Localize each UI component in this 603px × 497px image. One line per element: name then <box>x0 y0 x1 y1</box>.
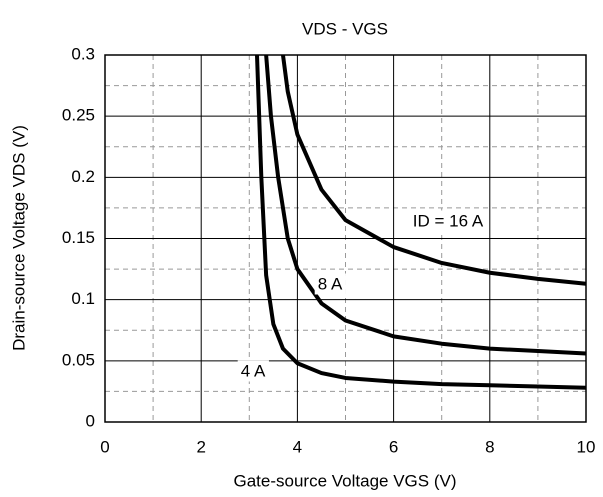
chart-title: VDS - VGS <box>302 19 388 38</box>
plot-frame <box>104 54 587 423</box>
y-tick-label: 0.3 <box>71 44 95 63</box>
x-tick-label: 0 <box>100 437 109 456</box>
y-tick-label: 0.05 <box>62 350 95 369</box>
line-series <box>280 54 587 286</box>
x-tick-label: 8 <box>485 437 494 456</box>
y-tick-label: 0.25 <box>62 106 95 125</box>
x-tick-label: 4 <box>293 437 302 456</box>
y-axis-label: Drain-source Voltage VDS (V) <box>9 125 28 351</box>
label-background <box>314 273 346 295</box>
label-background <box>409 210 487 232</box>
y-tick-label: 0.15 <box>62 228 95 247</box>
line-series <box>264 54 587 356</box>
series-label: ID = 16 A <box>413 211 484 230</box>
x-tick-label: 6 <box>389 437 398 456</box>
y-tick-label: 0.1 <box>71 289 95 308</box>
series-label: 8 A <box>318 274 343 293</box>
x-axis-label: Gate-source Voltage VGS (V) <box>234 471 457 490</box>
y-tick-label: 0.2 <box>71 167 95 186</box>
line-series <box>254 54 587 390</box>
label-background <box>237 360 269 382</box>
x-tick-label: 2 <box>196 437 205 456</box>
series-label: 4 A <box>241 361 266 380</box>
y-tick-label: 0 <box>86 411 95 430</box>
x-tick-label: 10 <box>577 437 596 456</box>
